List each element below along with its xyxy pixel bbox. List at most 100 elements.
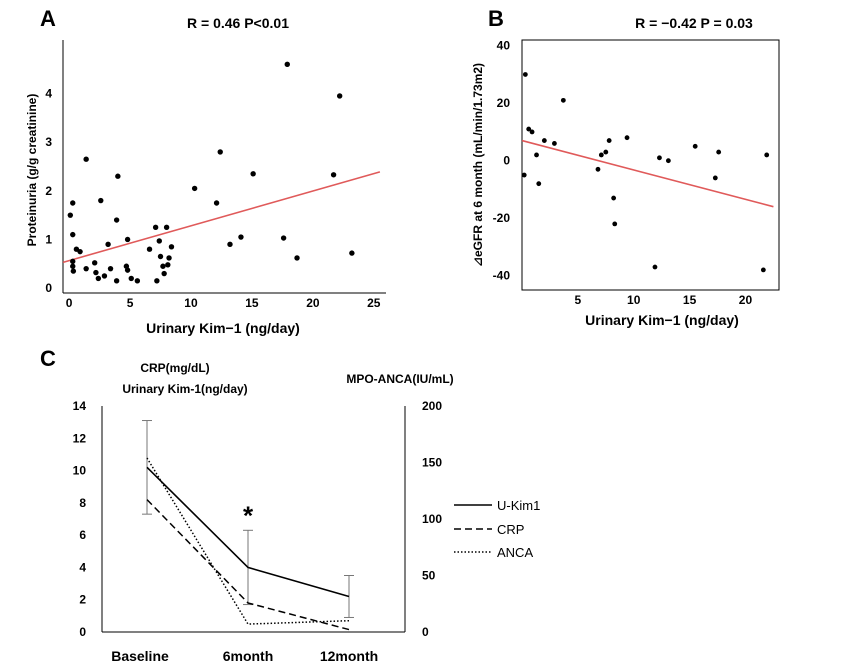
panel-a-point-37 — [213, 200, 220, 206]
panel-b-y-tick-4: 40 — [497, 39, 511, 53]
panel-c-series-lines — [146, 457, 350, 631]
panel-b-point-10 — [598, 152, 604, 158]
legend-label-u-kim1: U-Kim1 — [497, 498, 540, 513]
panel-a-point-10 — [91, 260, 98, 266]
panel-a-trendline — [62, 171, 381, 264]
panel-a-point-8 — [83, 156, 89, 162]
panel-a-point-0 — [67, 212, 74, 218]
panel-c-right-tick-3: 150 — [422, 456, 442, 470]
panel-a-point-18 — [113, 278, 120, 284]
panel-a-point-31 — [161, 270, 167, 277]
panel-b-label: B — [488, 6, 504, 31]
panel-a-y-tick-3: 3 — [45, 135, 52, 149]
panel-b-point-5 — [536, 181, 542, 187]
panel-a-point-42 — [280, 235, 287, 241]
panel-a-point-2 — [70, 231, 76, 238]
panel-c-left-tick-2: 4 — [79, 560, 86, 574]
panel-a-point-44 — [294, 255, 300, 261]
panel-c-left-axis-title-2: Urinary Kim-1(ng/day) — [122, 382, 247, 396]
series-line-u-kim1 — [146, 466, 350, 598]
panel-b-point-21 — [716, 149, 722, 155]
panel-a-y-tick-0: 0 — [45, 281, 52, 295]
panel-b-trendline — [521, 139, 774, 208]
panel-a-y-label: Proteinuria (g/g creatinine) — [25, 94, 39, 247]
panel-c-right-ticks: 0 50 100 150 200 — [422, 399, 442, 639]
panel-a-point-16 — [107, 265, 114, 272]
panel-c-label: C — [40, 346, 56, 371]
panel-a-y-ticks: 0 1 2 3 4 — [45, 87, 52, 296]
panel-b-point-16 — [652, 264, 658, 270]
panel-c-right-axis-title: MPO-ANCA(IU/mL) — [346, 372, 453, 386]
panel-b-x-tick-1: 10 — [627, 293, 641, 307]
panel-c-left-tick-5: 10 — [73, 464, 87, 478]
panel-a-point-4 — [70, 263, 76, 269]
panel-c-left-axis-title-1: CRP(mg/dL) — [140, 361, 209, 375]
panel-a-point-9 — [83, 265, 89, 272]
panel-c-left-tick-0: 0 — [79, 625, 86, 639]
panel-a-point-41 — [250, 171, 256, 177]
panel-a-point-15 — [105, 241, 111, 248]
panel-a-point-46 — [336, 93, 343, 99]
panel-a-x-label: Urinary Kim−1 (ng/day) — [146, 320, 300, 336]
panel-b-point-2 — [526, 126, 532, 132]
panel-a-y-tick-4: 4 — [45, 87, 52, 101]
panel-a-point-23 — [128, 275, 134, 282]
panel-a-point-40 — [238, 234, 244, 240]
panel-a-point-22 — [124, 236, 131, 243]
panel-a-points — [67, 61, 355, 284]
panel-a-x-tick-5: 25 — [367, 296, 381, 310]
panel-b-point-11 — [603, 149, 609, 155]
panel-a-x-tick-2: 10 — [184, 296, 198, 310]
panel-a-x-ticks: 0 5 10 15 20 25 — [66, 296, 381, 310]
panel-a-point-36 — [191, 185, 198, 192]
panel-a-point-1 — [70, 200, 76, 206]
panel-b-y-tick-0: -40 — [493, 269, 511, 283]
panel-a-point-35 — [168, 244, 175, 250]
panel-b-x-ticks: 5 10 15 20 — [575, 293, 753, 307]
panel-c-left-tick-4: 8 — [79, 496, 86, 510]
panel-a-point-45 — [330, 172, 337, 178]
panel-a-point-3 — [70, 258, 76, 265]
panel-a-point-7 — [77, 248, 83, 255]
panel-b-x-label: Urinary Kim−1 (ng/day) — [585, 312, 739, 328]
panel-a-stat: R = 0.46 P<0.01 — [187, 15, 289, 31]
panel-b-y-ticks: -40 -20 0 20 40 — [493, 39, 511, 283]
legend-label-crp: CRP — [497, 522, 524, 537]
panel-a-x-tick-1: 5 — [127, 296, 134, 310]
panel-a-x-tick-4: 20 — [306, 296, 320, 310]
panel-a-point-33 — [165, 262, 171, 268]
panel-a-point-34 — [166, 255, 172, 261]
panel-b-point-13 — [611, 195, 617, 201]
panel-a-point-27 — [154, 278, 160, 284]
panel-a-point-5 — [70, 268, 77, 274]
panel-c-left-tick-7: 14 — [73, 399, 87, 413]
panel-b-point-6 — [541, 138, 547, 143]
panel-c-left-tick-1: 2 — [79, 593, 86, 607]
significance-marker: * — [243, 500, 254, 530]
panel-b-point-1 — [522, 72, 528, 77]
panel-a-point-11 — [93, 269, 99, 276]
panel-b-point-14 — [612, 221, 618, 227]
panel-b-y-label: ⊿eGFR at 6 month (mL/min/1.73m2) — [471, 63, 485, 267]
panel-c-legend: U-Kim1 CRP ANCA — [454, 498, 540, 560]
panel-a-point-21 — [124, 267, 131, 273]
panel-c-right-tick-4: 200 — [422, 399, 442, 413]
panel-b-point-12 — [606, 138, 612, 143]
panel-b-point-22 — [760, 267, 766, 273]
panel-a-point-17 — [113, 217, 120, 223]
panel-a-x-tick-0: 0 — [66, 296, 73, 310]
panel-b-point-18 — [665, 158, 671, 164]
panel-a-point-25 — [146, 246, 153, 252]
panel-b-point-7 — [552, 141, 557, 146]
panel-c: C CRP(mg/dL) Urinary Kim-1(ng/day) MPO-A… — [40, 346, 540, 664]
panel-a-point-14 — [101, 273, 108, 279]
panel-b-point-19 — [692, 143, 698, 149]
panel-b-x-tick-2: 15 — [683, 293, 697, 307]
panel-b-points — [521, 72, 770, 273]
panel-c-right-tick-0: 0 — [422, 625, 429, 639]
panel-c-category-0: Baseline — [111, 648, 169, 664]
panel-b-y-tick-1: -20 — [493, 211, 511, 225]
panel-a-x-tick-3: 15 — [245, 296, 259, 310]
panel-c-right-tick-2: 100 — [422, 512, 442, 526]
